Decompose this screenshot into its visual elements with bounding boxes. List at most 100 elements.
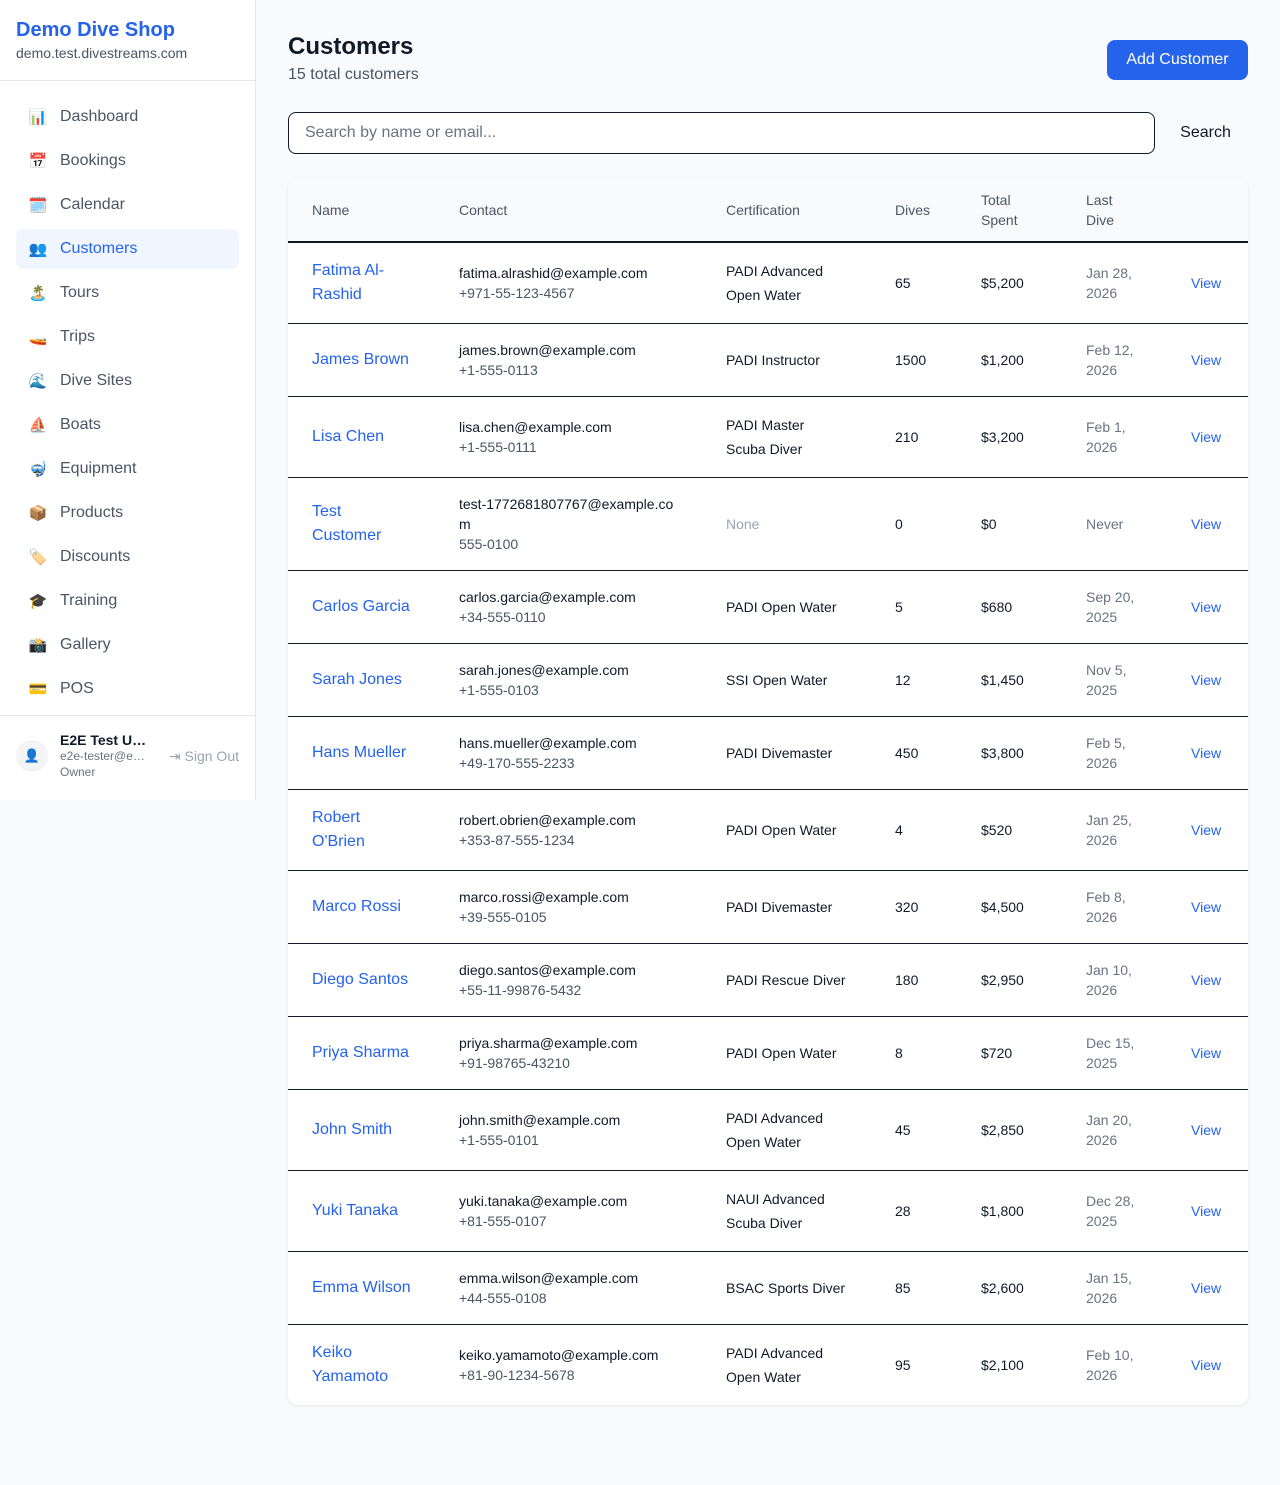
total-spent: $1,450 bbox=[957, 643, 1062, 717]
sidebar-item-pos[interactable]: 💳 POS bbox=[16, 669, 239, 709]
customer-phone: +34-555-0110 bbox=[459, 609, 546, 625]
user-email: e2e-tester@example.com bbox=[60, 749, 150, 763]
sidebar-item-equipment[interactable]: 🤿 Equipment bbox=[16, 449, 239, 489]
contact-cell: carlos.garcia@example.com +34-555-0110 bbox=[435, 570, 702, 644]
view-link[interactable]: View bbox=[1167, 323, 1248, 397]
sidebar-item-label: POS bbox=[60, 680, 94, 697]
user-role: Owner bbox=[60, 765, 96, 779]
sidebar-item-trips[interactable]: 🚤 Trips bbox=[16, 317, 239, 357]
table-row: Hans Mueller hans.mueller@example.com +49… bbox=[288, 716, 1248, 790]
table-row: Carlos Garcia carlos.garcia@example.com +… bbox=[288, 570, 1248, 644]
customer-name-link[interactable]: Emma Wilson bbox=[288, 1251, 435, 1325]
total-spent: $4,500 bbox=[957, 870, 1062, 944]
table-row: Emma Wilson emma.wilson@example.com +44-5… bbox=[288, 1251, 1248, 1325]
view-link[interactable]: View bbox=[1167, 1170, 1248, 1252]
customer-phone: +81-555-0107 bbox=[459, 1213, 547, 1229]
customer-name-link[interactable]: Hans Mueller bbox=[288, 716, 435, 790]
customer-email: lisa.chen@example.com bbox=[459, 419, 612, 435]
customer-name-link[interactable]: James Brown bbox=[288, 323, 435, 397]
products-icon: 📦 bbox=[28, 505, 48, 522]
customer-name-link[interactable]: Diego Santos bbox=[288, 943, 435, 1017]
view-link[interactable]: View bbox=[1167, 570, 1248, 644]
view-link[interactable]: View bbox=[1167, 789, 1248, 871]
customer-name-link[interactable]: Fatima Al-Rashid bbox=[288, 242, 435, 324]
customer-phone: +44-555-0108 bbox=[459, 1290, 547, 1306]
last-dive: Jan 10, 2026 bbox=[1062, 943, 1167, 1017]
sidebar-item-bookings[interactable]: 📅 Bookings bbox=[16, 141, 239, 181]
customer-name-link[interactable]: Yuki Tanaka bbox=[288, 1170, 435, 1252]
customer-name-link[interactable]: John Smith bbox=[288, 1089, 435, 1171]
boats-icon: ⛵ bbox=[28, 417, 48, 434]
view-link[interactable]: View bbox=[1167, 1089, 1248, 1171]
sign-out-button[interactable]: ⇥ Sign Out bbox=[169, 748, 239, 765]
sign-out-label: Sign Out bbox=[184, 747, 239, 764]
sidebar-item-products[interactable]: 📦 Products bbox=[16, 493, 239, 533]
contact-cell: lisa.chen@example.com +1-555-0111 bbox=[435, 396, 702, 478]
view-link[interactable]: View bbox=[1167, 1251, 1248, 1325]
sidebar-item-label: Equipment bbox=[60, 460, 137, 477]
view-link[interactable]: View bbox=[1167, 242, 1248, 324]
customer-email: sarah.jones@example.com bbox=[459, 662, 629, 678]
view-link[interactable]: View bbox=[1167, 643, 1248, 717]
sidebar-item-label: Trips bbox=[60, 328, 95, 345]
contact-cell: hans.mueller@example.com +49-170-555-2233 bbox=[435, 716, 702, 790]
sidebar-item-customers[interactable]: 👥 Customers bbox=[16, 229, 239, 269]
sidebar-item-boats[interactable]: ⛵ Boats bbox=[16, 405, 239, 445]
column-header-actions bbox=[1167, 178, 1248, 243]
view-link[interactable]: View bbox=[1167, 1016, 1248, 1090]
customer-name-link[interactable]: Lisa Chen bbox=[288, 396, 435, 478]
sidebar-item-discounts[interactable]: 🏷️ Discounts bbox=[16, 537, 239, 577]
customer-name-link[interactable]: Keiko Yamamoto bbox=[312, 1344, 389, 1385]
trips-icon: 🚤 bbox=[28, 329, 48, 346]
sidebar-item-dashboard[interactable]: 📊 Dashboard bbox=[16, 97, 239, 137]
view-link[interactable]: View bbox=[1167, 870, 1248, 944]
total-spent: $520 bbox=[957, 789, 1062, 871]
customer-email: emma.wilson@example.com bbox=[459, 1270, 639, 1286]
dives: 45 bbox=[871, 1089, 957, 1171]
customer-name-link[interactable]: Priya Sharma bbox=[288, 1016, 435, 1090]
sidebar-item-gallery[interactable]: 📸 Gallery bbox=[16, 625, 239, 665]
table-row: Priya Sharma priya.sharma@example.com +91… bbox=[288, 1016, 1248, 1090]
view-link[interactable]: View bbox=[1167, 943, 1248, 1017]
contact-cell: keiko.yamamoto@example.com +81-90-1234-56… bbox=[435, 1325, 702, 1406]
shop-name[interactable]: Demo Dive Shop bbox=[16, 19, 175, 41]
certification: PADI Divemaster bbox=[702, 870, 871, 944]
column-header-name: Name bbox=[288, 178, 435, 243]
view-link[interactable]: View bbox=[1167, 477, 1248, 571]
sidebar-item-training[interactable]: 🎓 Training bbox=[16, 581, 239, 621]
certification: PADI Instructor bbox=[702, 323, 871, 397]
search-button[interactable]: Search bbox=[1163, 112, 1248, 154]
customer-name-link[interactable]: Sarah Jones bbox=[288, 643, 435, 717]
view-link[interactable]: View bbox=[1167, 716, 1248, 790]
sidebar-item-dive-sites[interactable]: 🌊 Dive Sites bbox=[16, 361, 239, 401]
user-name: E2E Test User bbox=[60, 732, 150, 748]
customer-name-link[interactable]: Robert O'Brien bbox=[288, 789, 435, 871]
last-dive: Jan 20, 2026 bbox=[1062, 1089, 1167, 1171]
customer-name-link[interactable]: Marco Rossi bbox=[288, 870, 435, 944]
customer-phone: +1-555-0113 bbox=[459, 362, 538, 378]
brand: Demo Dive Shop demo.test.divestreams.com bbox=[0, 0, 255, 81]
customer-phone: +1-555-0101 bbox=[459, 1132, 539, 1148]
sidebar-item-label: Boats bbox=[60, 416, 101, 433]
contact-cell: marco.rossi@example.com +39-555-0105 bbox=[435, 870, 702, 944]
discounts-icon: 🏷️ bbox=[28, 549, 48, 566]
table-row: Marco Rossi marco.rossi@example.com +39-5… bbox=[288, 870, 1248, 944]
view-link[interactable]: View bbox=[1167, 396, 1248, 478]
dives: 8 bbox=[871, 1016, 957, 1090]
sidebar-item-tours[interactable]: 🏝️ Tours bbox=[16, 273, 239, 313]
sidebar-item-label: Gallery bbox=[60, 636, 111, 653]
customer-name-link[interactable]: Carlos Garcia bbox=[288, 570, 435, 644]
search-input[interactable] bbox=[288, 112, 1155, 154]
sidebar-item-calendar[interactable]: 🗓️ Calendar bbox=[16, 185, 239, 225]
sidebar-item-label: Dashboard bbox=[60, 108, 139, 125]
contact-cell: priya.sharma@example.com +91-98765-43210 bbox=[435, 1016, 702, 1090]
customer-name-link[interactable]: Test Customer bbox=[288, 477, 435, 571]
customer-email: james.brown@example.com bbox=[459, 342, 636, 358]
contact-cell: john.smith@example.com +1-555-0101 bbox=[435, 1089, 702, 1171]
dives: 180 bbox=[871, 943, 957, 1017]
total-spent: $3,200 bbox=[957, 396, 1062, 478]
view-link[interactable]: View bbox=[1191, 1357, 1222, 1373]
dives: 5 bbox=[871, 570, 957, 644]
add-customer-button[interactable]: Add Customer bbox=[1107, 40, 1248, 80]
sidebar: Demo Dive Shop demo.test.divestreams.com… bbox=[0, 0, 256, 800]
